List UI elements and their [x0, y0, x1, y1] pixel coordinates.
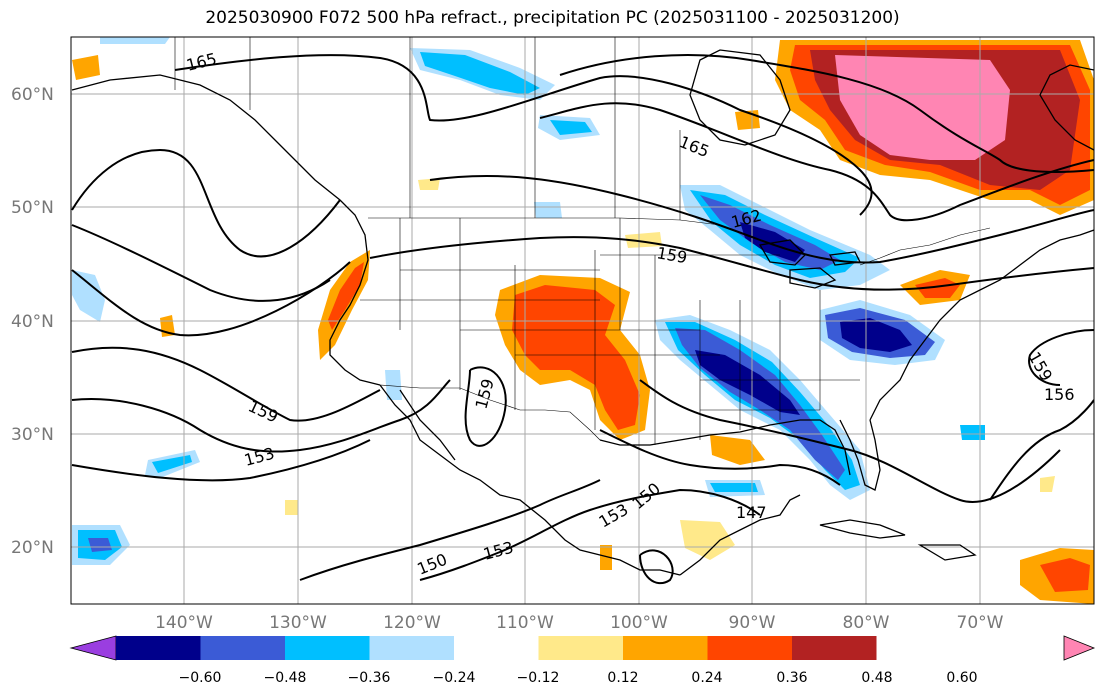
lat-label-60: 60°N [11, 85, 54, 105]
lon-label-140w: 140°W [155, 613, 213, 633]
lat-label-50: 50°N [11, 198, 54, 218]
colorbar-max-arrow [1063, 635, 1096, 661]
precip-negative-areas [72, 37, 985, 565]
colorbar-min-arrow [69, 635, 117, 661]
lon-label-70w: 70°W [957, 613, 1004, 633]
colorbar-segment [285, 636, 370, 660]
longitude-labels: 140°W 130°W 120°W 110°W 100°W 90°W 80°W … [155, 613, 1004, 633]
map-canvas [71, 37, 1094, 604]
colorbar-tick-label: −0.24 [433, 670, 476, 686]
colorbar-tick-label: 0.48 [861, 670, 892, 686]
colorbar-segment [792, 636, 877, 660]
lon-label-100w: 100°W [610, 613, 668, 633]
colorbar-segment [623, 636, 708, 660]
colorbar-tick-label: −0.36 [348, 670, 391, 686]
colorbar-tick-label: 0.60 [946, 670, 977, 686]
colorbar [69, 635, 1096, 661]
colorbar-tick-label: 0.12 [607, 670, 638, 686]
lon-label-90w: 90°W [729, 613, 776, 633]
colorbar-tick-labels: −0.60 −0.48 −0.36 −0.24 −0.12 0.12 0.24 … [179, 670, 978, 686]
lon-label-130w: 130°W [269, 613, 327, 633]
colorbar-segment [369, 636, 454, 660]
contour-label: 156 [1044, 385, 1075, 404]
lon-label-110w: 110°W [496, 613, 554, 633]
lat-label-40: 40°N [11, 312, 54, 332]
coastlines [71, 49, 1094, 576]
colorbar-tick-label: 0.36 [776, 670, 807, 686]
colorbar-segment [707, 636, 792, 660]
colorbar-segment [538, 636, 623, 660]
refractivity-contours [71, 54, 1094, 585]
lon-label-80w: 80°W [843, 613, 890, 633]
contour-label: 147 [736, 503, 767, 522]
colorbar-segment [200, 636, 285, 660]
colorbar-tick-label: −0.60 [179, 670, 222, 686]
map-title: 2025030900 F072 500 hPa refract., precip… [205, 8, 900, 28]
political-borders [174, 37, 991, 445]
colorbar-segment [116, 636, 201, 660]
lon-label-120w: 120°W [383, 613, 441, 633]
latitude-labels: 60°N 50°N 40°N 30°N 20°N [11, 85, 54, 558]
map-frame [70, 36, 1095, 605]
colorbar-tick-label: −0.48 [264, 670, 307, 686]
colorbar-segment [454, 636, 539, 660]
lat-label-20: 20°N [11, 538, 54, 558]
colorbar-tick-label: 0.24 [691, 670, 722, 686]
colorbar-tick-label: −0.12 [517, 670, 560, 686]
lat-label-30: 30°N [11, 425, 54, 445]
